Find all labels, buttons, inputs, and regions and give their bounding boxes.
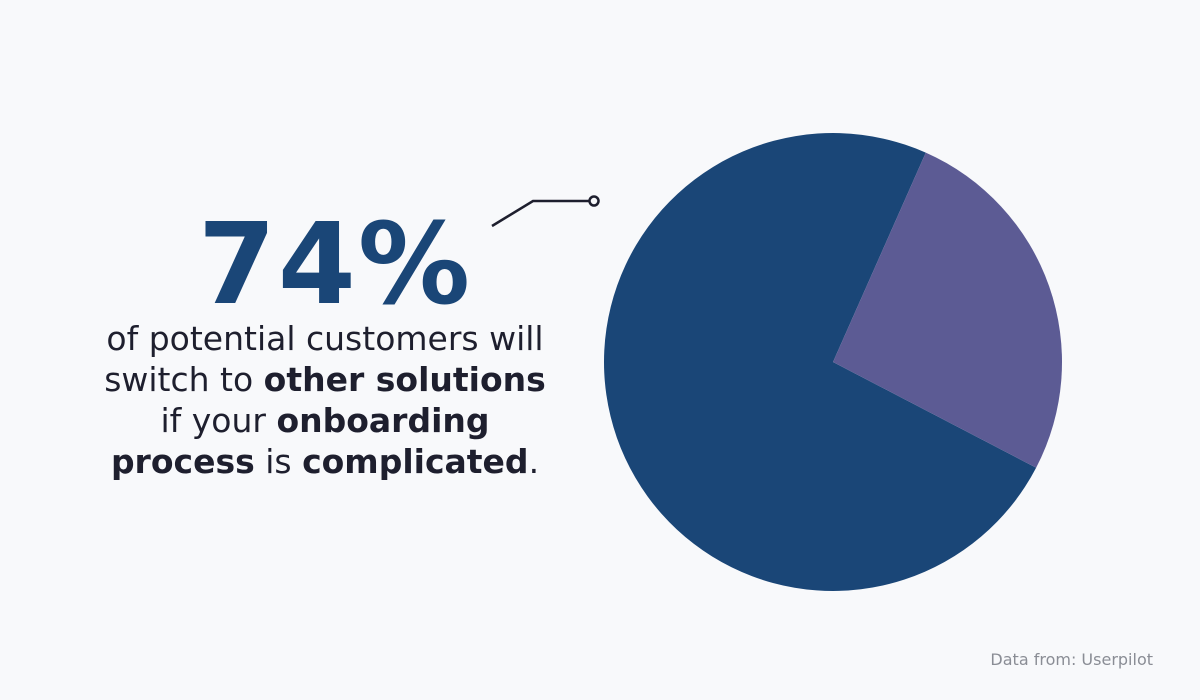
caption: of potential customers will switch to oth… — [60, 318, 590, 482]
caption-line: switch to other solutions — [60, 359, 590, 400]
caption-text: . — [528, 442, 540, 481]
caption-text: is — [254, 442, 303, 481]
source: Data from: Userpilot — [990, 650, 1153, 669]
caption-text: of potential customers will — [106, 319, 544, 358]
caption-line: if your onboarding — [60, 400, 590, 441]
caption-text: switch to — [104, 360, 264, 399]
caption-text: if your — [160, 401, 277, 440]
caption-line: of potential customers will — [60, 318, 590, 359]
pie-slice — [604, 133, 1037, 592]
caption-bold: onboarding — [276, 401, 490, 440]
callout-dot — [588, 195, 600, 207]
caption-line: process is complicated. — [60, 441, 590, 482]
pie-slice — [833, 152, 1062, 468]
caption-bold: complicated — [302, 442, 529, 481]
caption-bold: process — [110, 442, 255, 481]
callout-line — [491, 199, 589, 228]
caption-bold: other solutions — [263, 360, 546, 399]
value-label: 74% — [197, 200, 473, 330]
